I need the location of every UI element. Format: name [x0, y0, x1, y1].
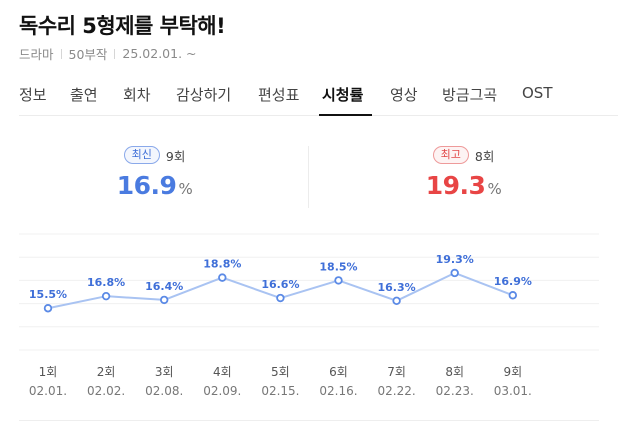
data-point — [392, 296, 401, 306]
latest-rating-value: 16.9 — [116, 171, 177, 200]
x-tick-episode: 7회 — [387, 365, 406, 379]
x-tick-date: 03.01. — [494, 384, 532, 398]
ratings-summary: 최신 9회 16.9% 최고 8회 19.3% — [0, 146, 618, 208]
ratings-line-chart: 15.5% 1회 02.01. 16.8% 2회 02.02. 16.4% 3회 02.08. 1… — [19, 233, 599, 398]
tab-cast[interactable]: 출연 — [70, 86, 98, 104]
meta-divider — [114, 48, 116, 59]
x-tick-episode: 4회 — [213, 365, 232, 379]
data-point — [450, 268, 459, 278]
data-label: 15.5% — [29, 288, 67, 301]
data-label: 16.6% — [261, 278, 299, 291]
genre-label: 드라마 — [19, 47, 54, 62]
x-tick-date: 02.15. — [261, 384, 299, 398]
tab-songs[interactable]: 방금그곡 — [442, 86, 498, 104]
data-label: 18.8% — [203, 258, 241, 271]
data-label: 16.9% — [494, 275, 532, 288]
data-point — [101, 291, 111, 301]
x-tick-episode: 3회 — [155, 365, 174, 379]
data-label: 16.3% — [378, 281, 416, 294]
x-tick-date: 02.22. — [378, 384, 416, 398]
x-tick-episode: 1회 — [39, 365, 58, 379]
latest-episode: 9회 — [165, 148, 186, 164]
x-tick-date: 02.01. — [29, 384, 67, 398]
data-point — [43, 304, 53, 313]
tab-ost[interactable]: OST — [522, 84, 553, 102]
latest-rating: 최신 9회 16.9% — [0, 146, 309, 200]
episode-count-label: 50부작 — [68, 47, 108, 62]
best-badge: 최고 — [432, 146, 469, 164]
tab-schedule[interactable]: 편성표 — [258, 86, 300, 104]
tab-bar: 정보 출연 회차 감상하기 편성표 시청률 영상 방금그곡 OST — [19, 76, 618, 116]
x-tick-date: 02.08. — [145, 384, 183, 398]
data-point — [218, 273, 227, 282]
bottom-divider — [19, 420, 599, 421]
meta-divider — [60, 48, 62, 59]
x-tick-episode: 5회 — [271, 365, 290, 379]
best-rating-unit: % — [487, 180, 502, 198]
x-tick-episode: 2회 — [97, 365, 116, 379]
x-tick-date: 02.16. — [319, 384, 357, 398]
tab-watch[interactable]: 감상하기 — [176, 86, 232, 104]
data-label: 18.5% — [319, 260, 357, 273]
program-meta: 드라마 50부작 25.02.01. ~ — [19, 44, 197, 63]
data-point — [508, 291, 517, 300]
best-rating-value: 19.3 — [425, 171, 486, 200]
best-rating: 최고 8회 19.3% — [309, 146, 618, 200]
data-label: 19.3% — [436, 253, 474, 266]
x-tick-date: 02.02. — [87, 384, 125, 398]
summary-divider — [308, 146, 309, 208]
tab-episodes[interactable]: 회차 — [123, 86, 151, 104]
active-tab-indicator — [319, 114, 372, 116]
air-date-label: 25.02.01. ~ — [122, 46, 197, 61]
data-point — [159, 295, 169, 305]
tab-videos[interactable]: 영상 — [390, 86, 418, 104]
latest-rating-unit: % — [178, 180, 193, 198]
tab-info[interactable]: 정보 — [19, 86, 47, 104]
ratings-chart: 15.5% 1회 02.01. 16.8% 2회 02.02. 16.4% 3회 02.08. 1… — [0, 230, 618, 410]
data-point — [334, 276, 343, 285]
best-episode: 8회 — [474, 148, 495, 164]
x-tick-episode: 6회 — [329, 365, 348, 379]
page-title: 독수리 5형제를 부탁해! — [19, 14, 226, 38]
x-tick-date: 02.23. — [436, 384, 474, 398]
tab-ratings[interactable]: 시청률 — [322, 86, 364, 104]
data-point — [276, 293, 285, 303]
x-tick-episode: 9회 — [503, 365, 522, 379]
data-label: 16.4% — [145, 280, 183, 293]
x-tick-date: 02.09. — [203, 384, 241, 398]
latest-badge: 최신 — [123, 146, 160, 164]
x-tick-episode: 8회 — [445, 365, 464, 379]
data-label: 16.8% — [87, 276, 125, 289]
